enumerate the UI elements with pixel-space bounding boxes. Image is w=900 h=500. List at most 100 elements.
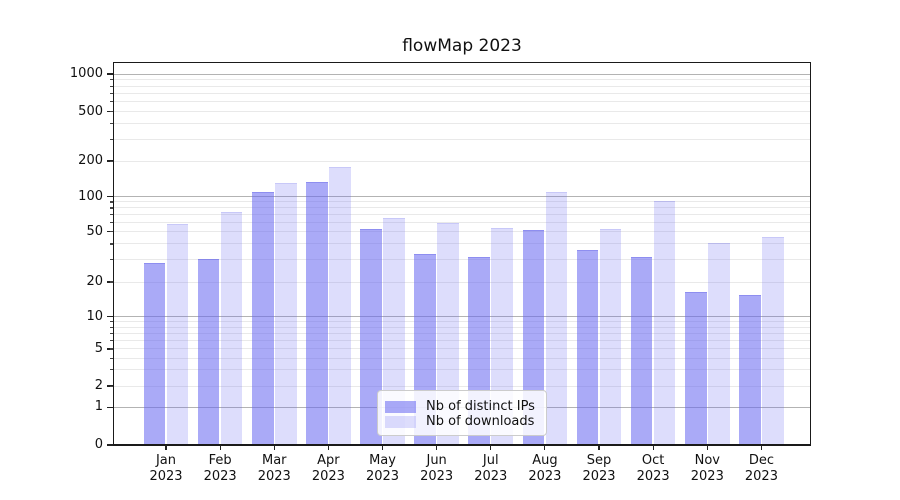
y-minor-tick-mark xyxy=(109,85,113,87)
legend-item-label: Nb of distinct IPs xyxy=(426,398,535,414)
x-tick-label: Mar 2023 xyxy=(257,453,291,484)
y-tick-mark xyxy=(107,444,113,446)
y-minor-tick-mark xyxy=(109,357,113,359)
y-tick-label: 500 xyxy=(78,103,103,119)
minor-gridline xyxy=(113,201,811,203)
y-tick-label: 0 xyxy=(94,437,103,452)
y-minor-tick-mark xyxy=(109,101,113,103)
x-tick-mark xyxy=(381,445,384,450)
legend: Nb of distinct IPs Nb of downloads xyxy=(377,390,547,436)
y-minor-tick-mark xyxy=(109,111,113,113)
legend-swatch-downloads xyxy=(385,415,416,428)
minor-gridline xyxy=(113,259,811,261)
x-tick-label: Nov 2023 xyxy=(690,453,724,484)
y-minor-tick-mark xyxy=(109,385,113,387)
minor-gridline xyxy=(113,369,811,371)
minor-gridline xyxy=(113,207,811,209)
minor-gridline xyxy=(113,138,811,140)
bar-downloads xyxy=(437,223,459,445)
y-minor-tick-mark xyxy=(109,201,113,203)
minor-gridline xyxy=(113,111,811,113)
minor-gridline xyxy=(113,348,811,350)
x-tick-label: Jan 2023 xyxy=(149,453,183,484)
bar-distinct-ips xyxy=(251,192,274,445)
plot-area xyxy=(113,62,811,445)
bar-downloads xyxy=(329,167,351,445)
x-tick-mark xyxy=(490,445,492,450)
minor-gridline xyxy=(113,340,811,341)
y-axis-line xyxy=(112,62,114,446)
bar-distinct-ips xyxy=(576,250,599,445)
y-tick-label: 1000 xyxy=(69,65,103,81)
y-tick-label: 2 xyxy=(94,378,103,394)
x-tick-label: Dec 2023 xyxy=(744,453,778,484)
y-minor-tick-mark xyxy=(109,123,113,125)
x-axis-line xyxy=(113,444,811,446)
y-minor-tick-mark xyxy=(109,79,113,81)
legend-item: Nb of distinct IPs xyxy=(385,399,540,414)
y-minor-tick-mark xyxy=(109,332,113,334)
bar-downloads xyxy=(166,224,189,445)
bar-distinct-ips xyxy=(630,256,653,445)
y-minor-tick-mark xyxy=(109,92,113,95)
y-minor-tick-mark xyxy=(109,243,113,245)
bar-downloads xyxy=(653,200,676,445)
legend-swatch-distinct-ips xyxy=(385,400,416,413)
minor-gridline xyxy=(113,160,811,162)
minor-gridline xyxy=(113,214,811,216)
minor-gridline xyxy=(113,221,811,223)
minor-gridline xyxy=(113,79,811,81)
bar-distinct-ips xyxy=(739,295,761,445)
x-tick-label: Aug 2023 xyxy=(528,453,562,484)
y-minor-tick-mark xyxy=(109,369,113,371)
bar-downloads xyxy=(762,236,784,445)
y-minor-tick-mark xyxy=(109,339,113,342)
y-tick-label: 100 xyxy=(78,188,103,204)
bar-downloads xyxy=(545,192,568,445)
x-tick-label: Sep 2023 xyxy=(582,453,616,484)
bar-downloads xyxy=(274,183,297,445)
major-gridline xyxy=(113,196,811,198)
y-minor-tick-mark xyxy=(109,231,113,233)
bar-downloads xyxy=(708,242,730,445)
minor-gridline xyxy=(113,243,811,245)
bar-downloads xyxy=(383,218,405,445)
x-tick-mark xyxy=(436,445,438,450)
minor-gridline xyxy=(113,123,811,125)
x-tick-mark xyxy=(598,445,600,450)
x-tick-label: Oct 2023 xyxy=(636,453,670,484)
bar-distinct-ips xyxy=(143,262,166,445)
y-minor-tick-mark xyxy=(109,326,113,328)
x-tick-label: Jun 2023 xyxy=(420,453,454,484)
plot-right-border xyxy=(810,62,812,446)
x-tick-label: May 2023 xyxy=(365,453,400,484)
y-minor-tick-mark xyxy=(109,207,113,209)
x-tick-mark xyxy=(327,445,329,450)
minor-gridline xyxy=(113,231,811,233)
legend-item: Nb of downloads xyxy=(385,414,540,429)
bar-distinct-ips xyxy=(306,181,328,445)
minor-gridline xyxy=(113,85,811,87)
bar-downloads xyxy=(599,228,622,445)
major-gridline xyxy=(113,316,811,318)
y-minor-tick-mark xyxy=(109,281,113,283)
y-tick-mark xyxy=(107,73,113,75)
y-minor-tick-mark xyxy=(109,214,113,216)
x-tick-mark xyxy=(273,445,275,450)
y-tick-label: 1 xyxy=(94,399,103,415)
bar-distinct-ips xyxy=(360,228,382,445)
minor-gridline xyxy=(113,326,811,328)
minor-gridline xyxy=(113,281,811,283)
x-tick-mark xyxy=(219,445,221,450)
y-minor-tick-mark xyxy=(109,259,113,261)
x-tick-mark xyxy=(544,445,546,450)
y-tick-label: 10 xyxy=(86,308,103,324)
x-tick-label: Jul 2023 xyxy=(474,453,508,484)
y-tick-label: 50 xyxy=(86,223,103,239)
y-minor-tick-mark xyxy=(109,138,113,140)
bar-downloads xyxy=(220,212,243,445)
legend-item-label: Nb of downloads xyxy=(426,413,535,429)
minor-gridline xyxy=(113,357,811,359)
x-tick-mark xyxy=(706,445,708,450)
